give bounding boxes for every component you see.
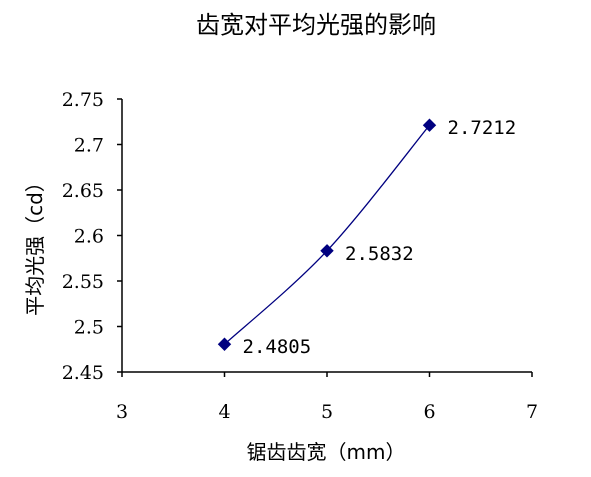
y-tick-label: 2.6 [74,226,104,248]
x-axis-title: 锯齿齿宽（mm） [247,440,406,464]
x-tick-label: 3 [116,401,128,423]
x-tick-label: 5 [321,401,333,423]
data-label: 2.7212 [448,117,517,139]
data-label: 2.4805 [243,336,312,358]
x-tick-label: 6 [423,401,435,423]
y-tick-label: 2.55 [62,271,104,293]
x-tick-label: 4 [218,401,230,423]
plot-area: 2.4805 2.5832 2.7212 [217,117,517,358]
y-tick-label: 2.5 [74,317,104,339]
y-axis-title: 平均光强（cd） [23,172,47,316]
y-tick-label: 2.7 [74,135,104,157]
y-tick-label: 2.65 [62,180,104,202]
series-line [224,124,431,345]
data-point [217,337,232,351]
data-point [320,244,334,258]
axes: 2.75 2.7 2.65 2.6 2.55 2.5 2.45 3 4 5 6 7 [62,89,538,423]
data-point [422,118,437,132]
x-tick-label: 7 [526,401,538,423]
chart-title: 齿宽对平均光强的影响 [196,11,436,39]
data-label: 2.5832 [345,243,414,265]
y-tick-label: 2.75 [62,89,104,111]
y-tick-label: 2.45 [62,362,104,384]
